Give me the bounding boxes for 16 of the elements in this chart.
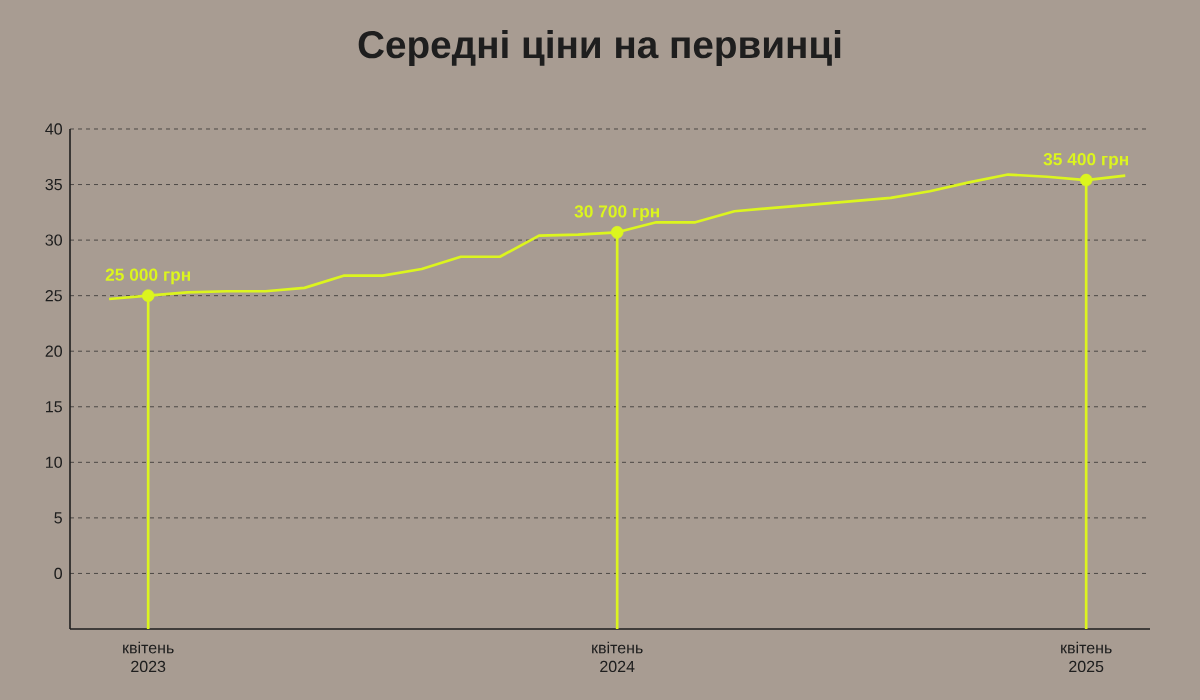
annotation: 35 400 грн (1043, 153, 1129, 169)
y-tick-label: 20 (45, 345, 62, 357)
y-tick-label: 15 (46, 401, 62, 413)
y-tick-label: 35 (45, 178, 62, 191)
y-tick-label: 25 (45, 290, 62, 302)
y-tick-label: 10 (46, 456, 62, 468)
y-tick-label: 5 (54, 512, 62, 524)
x-tick-label: квітень 2025 (1061, 641, 1112, 673)
x-tick-label: квітень 2024 (592, 641, 643, 673)
y-tick-label: 30 (45, 234, 62, 246)
annotation: 25 000 грн (105, 268, 190, 285)
chart-title: Середні ціни на первинці (358, 29, 841, 67)
annotation: 30 700 грн (574, 205, 660, 221)
y-tick-label: 40 (45, 123, 62, 135)
x-tick-label: квітень 2023 (123, 641, 174, 673)
y-tick-label: 0 (54, 567, 63, 580)
